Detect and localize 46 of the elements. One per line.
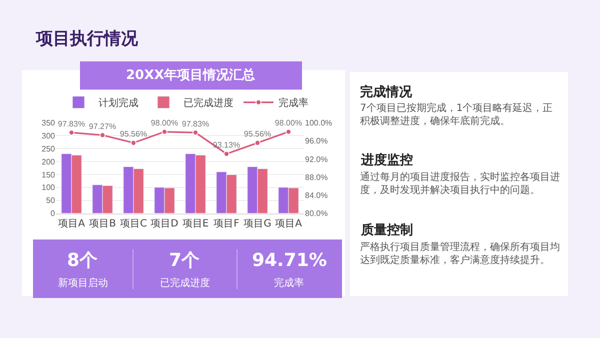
y-tick-label: 300 [42, 131, 56, 140]
text: 质量控制 [360, 222, 413, 238]
data-label: 95.56% [244, 130, 272, 139]
data-label: 97.83% [182, 119, 210, 128]
y-tick-label: 0 [50, 209, 56, 218]
chart-subtitle: 20XX年项目情况汇总 [126, 67, 256, 83]
x-tick-label: 项目A [275, 218, 302, 230]
legend-label: 已完成进度 [184, 97, 234, 110]
x-tick-label: 项目G [244, 218, 272, 230]
y2-tick-label: 84.0% [305, 190, 328, 200]
y-tick-label: 50 [46, 196, 56, 206]
text: 新项目启动 [58, 277, 108, 289]
y-tick-label: 200 [42, 157, 56, 166]
legend-label: 计划完成 [98, 97, 138, 110]
y2-tick-label: 96.0% [305, 136, 328, 146]
x-tick-label: 项目E [182, 218, 209, 230]
data-label: 95.56% [120, 130, 148, 139]
text: 通过每月的项目进度报告，实时监控各项目进度，及时发现并解决项目执行中的问题。 [360, 171, 560, 196]
x-tick-label: 项目D [150, 218, 179, 230]
text: 严格执行项目质量管理流程，确保所有项目均达到既定质量标准，客户满意度持续提升。 [360, 241, 560, 266]
text: 已完成进度 [160, 277, 210, 289]
data-label: 98.00% [150, 118, 178, 128]
y-tick-label: 150 [42, 170, 56, 180]
y-tick-label: 350 [42, 118, 56, 128]
x-tick-label: 项目A [58, 218, 86, 230]
x-tick-label: 项目F [214, 218, 240, 230]
x-tick-label: 项目B [89, 218, 116, 230]
text: 7个 [169, 250, 201, 271]
y2-tick-label: 100.0% [305, 118, 332, 128]
data-label: 97.83% [58, 119, 86, 128]
data-label: 98.00% [274, 118, 302, 128]
data-label: 97.27% [88, 122, 116, 131]
y-tick-label: 250 [42, 144, 56, 154]
text: 94.71% [252, 250, 327, 271]
y2-tick-label: 88.0% [305, 172, 328, 182]
text: 8个 [67, 250, 99, 271]
y2-tick-label: 92.0% [305, 154, 328, 164]
text: 完成情况 [360, 84, 413, 100]
text: 7个项目已按期完成，1个项目略有延迟，正积极调整进度，确保年底前完成。 [360, 102, 553, 127]
y-tick-label: 100 [42, 183, 56, 192]
legend-label: 完成率 [278, 97, 308, 110]
text: 完成率 [274, 277, 304, 289]
text: 进度监控 [360, 152, 413, 168]
x-tick-label: 项目C [120, 218, 148, 230]
y2-tick-label: 80.0% [305, 209, 328, 218]
chart-title: 项目执行情况 [35, 28, 139, 49]
